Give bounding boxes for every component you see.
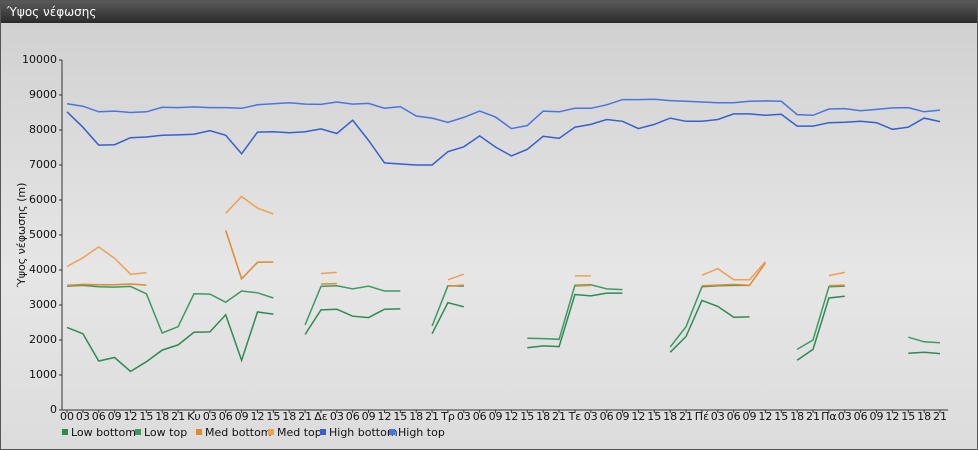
legend-item[interactable]: High top [389, 426, 445, 439]
y-axis-label: Ύψος νέφωσης (m) [15, 183, 28, 289]
legend-swatch [196, 429, 202, 435]
legend-label: Med top [277, 426, 322, 439]
window-title: Ύψος νέφωσης [1, 1, 977, 23]
legend-label: High top [398, 426, 445, 439]
x-tick-label: 12 [377, 410, 391, 423]
legend-item[interactable]: Low top [135, 426, 187, 439]
x-tick-label: 21 [679, 410, 693, 423]
x-tick-label: 06 [600, 410, 614, 423]
x-tick-label: 15 [266, 410, 280, 423]
x-tick-label: 12 [123, 410, 137, 423]
series-line [66, 230, 845, 287]
x-tick-label: Τε [568, 410, 582, 423]
x-tick-label: 12 [885, 410, 899, 423]
series-line [66, 195, 845, 281]
x-tick-label: Δε [314, 410, 328, 423]
x-tick-label: 03 [457, 410, 471, 423]
x-tick-label: 12 [758, 410, 772, 423]
y-tick-label: 0 [50, 403, 57, 416]
y-tick-label: 7000 [29, 158, 57, 171]
x-tick-label: 18 [155, 410, 169, 423]
x-tick-label: Κυ [187, 410, 201, 423]
legend-label: High bottom [329, 426, 398, 439]
x-tick-label: 21 [298, 410, 312, 423]
x-tick-label: 12 [631, 410, 645, 423]
y-tick-label: 5000 [29, 228, 57, 241]
x-tick-label: 06 [346, 410, 360, 423]
x-tick-label: 09 [743, 410, 757, 423]
legend-label: Low bottom [71, 426, 136, 439]
x-tick-label: 21 [552, 410, 566, 423]
x-tick-label: 18 [917, 410, 931, 423]
legend-item[interactable]: Med top [268, 426, 322, 439]
legend-swatch [268, 429, 274, 435]
x-tick-label: 15 [774, 410, 788, 423]
x-tick-label: 15 [393, 410, 407, 423]
plot-area [62, 60, 948, 410]
x-tick-label: 18 [282, 410, 296, 423]
legend-item[interactable]: High bottom [320, 426, 398, 439]
x-tick-label: 03 [76, 410, 90, 423]
x-tick-label: 09 [616, 410, 630, 423]
x-tick-label: 09 [108, 410, 122, 423]
series-line [66, 111, 941, 166]
y-tick-label: 9000 [29, 88, 57, 101]
x-tick-label: Πα [821, 410, 837, 423]
x-tick-label: 06 [473, 410, 487, 423]
legend-item[interactable]: Low bottom [62, 426, 136, 439]
x-tick-label: Τρ [440, 410, 455, 423]
x-tick-label: 12 [250, 410, 264, 423]
legend-swatch [320, 429, 326, 435]
x-tick-label: 06 [219, 410, 233, 423]
legend-label: Med bottom [205, 426, 272, 439]
legend-item[interactable]: Med bottom [196, 426, 272, 439]
x-tick-label: 21 [171, 410, 185, 423]
x-tick-label: 06 [727, 410, 741, 423]
x-tick-label: 03 [838, 410, 852, 423]
x-tick-label: 12 [504, 410, 518, 423]
x-tick-label: 15 [647, 410, 661, 423]
x-tick-label: 21 [425, 410, 439, 423]
x-tick-label: 09 [235, 410, 249, 423]
x-tick-label: 21 [806, 410, 820, 423]
x-tick-label: 15 [520, 410, 534, 423]
legend-swatch [389, 429, 395, 435]
y-tick-label: 2000 [29, 333, 57, 346]
y-tick-label: 8000 [29, 123, 57, 136]
series-line [66, 98, 941, 130]
x-tick-label: 18 [790, 410, 804, 423]
x-tick-label: 03 [584, 410, 598, 423]
x-tick-label: 21 [933, 410, 947, 423]
x-tick-label: 09 [489, 410, 503, 423]
x-tick-label: 09 [870, 410, 884, 423]
x-tick-label: 06 [854, 410, 868, 423]
y-tick-label: 3000 [29, 298, 57, 311]
x-tick-label: 15 [139, 410, 153, 423]
x-tick-label: 18 [409, 410, 423, 423]
x-tick-label: 03 [203, 410, 217, 423]
y-tick-label: 4000 [29, 263, 57, 276]
y-tick-label: 1000 [29, 368, 57, 381]
series-line [66, 283, 941, 351]
legend-swatch [62, 429, 68, 435]
x-tick-label: 18 [536, 410, 550, 423]
legend-swatch [135, 429, 141, 435]
x-tick-label: 03 [330, 410, 344, 423]
y-tick-label: 10000 [22, 53, 57, 66]
x-tick-label: 15 [901, 410, 915, 423]
x-tick-label: 06 [92, 410, 106, 423]
legend-label: Low top [144, 426, 187, 439]
series-line [66, 292, 941, 373]
x-tick-label: 00 [60, 410, 74, 423]
y-tick-label: 6000 [29, 193, 57, 206]
x-tick-label: 03 [711, 410, 725, 423]
x-tick-label: Πέ [695, 410, 709, 423]
x-tick-label: 18 [663, 410, 677, 423]
x-tick-label: 09 [362, 410, 376, 423]
